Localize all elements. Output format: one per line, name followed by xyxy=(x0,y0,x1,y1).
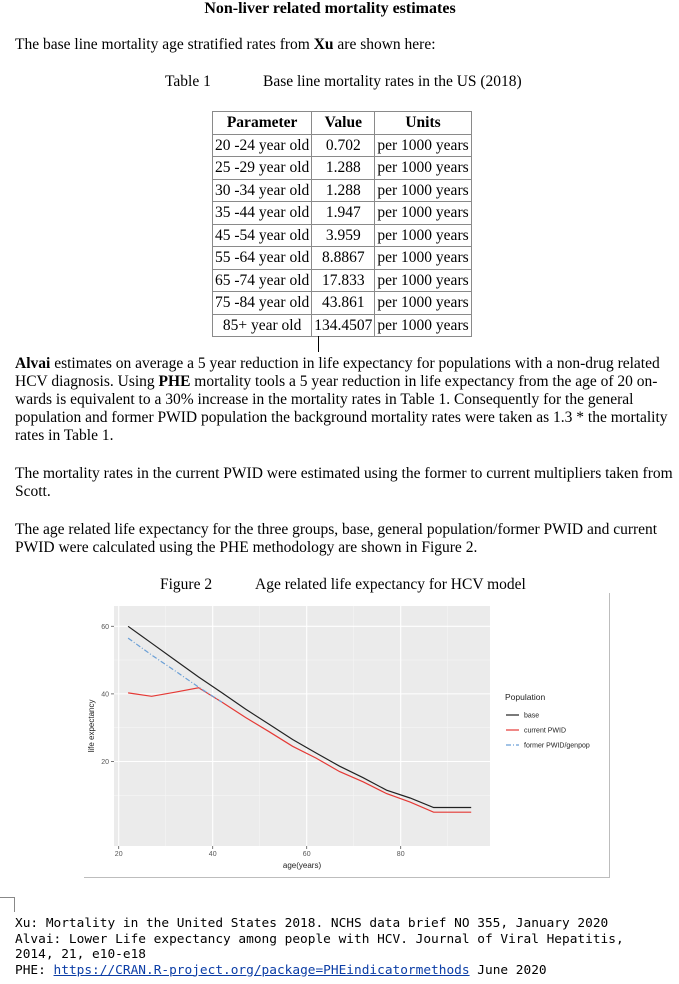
mortality-table-wrapper: Parameter Value Units 20 -24 year old 0.7… xyxy=(211,111,472,337)
cell-units: per 1000 years xyxy=(374,223,472,247)
figure-caption-text: Age related life expectancy for HCV mode… xyxy=(255,576,526,593)
table-header-row: Parameter Value Units xyxy=(211,111,472,135)
cell-value: 0.702 xyxy=(311,133,376,157)
x-tick-label: 20 xyxy=(115,851,123,858)
cell-value: 8.8867 xyxy=(311,246,376,270)
y-tick-label: 20 xyxy=(101,759,109,766)
series-line-current-pwid xyxy=(128,687,472,813)
ref-phe: PHE: https://CRAN.R-project.org/package=… xyxy=(15,962,547,978)
phe-link[interactable]: https://CRAN.R-project.org/package=PHEin… xyxy=(53,962,470,978)
x-tick-label: 80 xyxy=(397,851,405,858)
cell-units: per 1000 years xyxy=(374,313,472,337)
references: Xu: Mortality in the United States 2018.… xyxy=(15,916,624,978)
figure-frame xyxy=(84,593,610,878)
text-cursor xyxy=(318,336,319,352)
cell-parameter: 35 -44 year old xyxy=(211,201,313,225)
series-line-former-pwid-genpop xyxy=(127,637,223,703)
x-tick-label: 60 xyxy=(303,851,311,858)
cell-value: 43.861 xyxy=(311,291,376,315)
table-row: 25 -29 year old 1.288 per 1000 years xyxy=(211,156,472,180)
header-units: Units xyxy=(374,111,472,135)
scott-paragraph: The mortality rates in the current PWID … xyxy=(15,465,673,500)
plot-panel xyxy=(114,606,490,846)
legend-label: base xyxy=(524,713,539,720)
cell-units: per 1000 years xyxy=(374,156,472,180)
table-caption-label: Table 1 xyxy=(165,73,211,90)
table-row: 85+ year old 134.4507 per 1000 years xyxy=(211,313,472,337)
cell-parameter: 85+ year old xyxy=(211,313,313,337)
table-row: 20 -24 year old 0.702 per 1000 years xyxy=(211,133,472,157)
cell-units: per 1000 years xyxy=(374,291,472,315)
legend-title: Population xyxy=(505,692,545,702)
legend-label: current PWID xyxy=(524,728,566,735)
ref-xu: Xu: Mortality in the United States 2018.… xyxy=(15,916,609,931)
table-row: 45 -54 year old 3.959 per 1000 years xyxy=(211,223,472,247)
cell-value: 1.288 xyxy=(311,156,376,180)
footnote-corner-mark xyxy=(0,897,15,912)
cell-parameter: 65 -74 year old xyxy=(211,268,313,292)
series-line-base xyxy=(127,625,472,809)
cell-units: per 1000 years xyxy=(374,201,472,225)
table-row: 30 -34 year old 1.288 per 1000 years xyxy=(211,178,472,202)
cell-units: per 1000 years xyxy=(374,133,472,157)
table-caption-text: Base line mortality rates in the US (201… xyxy=(263,73,522,90)
cell-parameter: 30 -34 year old xyxy=(211,178,313,202)
cell-value: 3.959 xyxy=(311,223,376,247)
table-row: 65 -74 year old 17.833 per 1000 years xyxy=(211,268,472,292)
figure-caption-label: Figure 2 xyxy=(160,576,213,593)
table-row: 35 -44 year old 1.947 per 1000 years xyxy=(211,201,472,225)
mortality-table: Parameter Value Units 20 -24 year old 0.7… xyxy=(211,111,472,337)
figure-intro-paragraph: The age related life expectancy for the … xyxy=(15,521,658,556)
header-value: Value xyxy=(311,111,376,135)
page-title: Non-liver related mortality estimates xyxy=(204,0,456,17)
life-expectancy-chart: 20 40 60 80 20 40 60 age(years) life expectancy P… xyxy=(87,606,590,870)
cell-parameter: 75 -84 year old xyxy=(211,291,313,315)
cell-parameter: 20 -24 year old xyxy=(211,133,313,157)
x-axis-label: age(years) xyxy=(283,861,322,870)
cell-parameter: 25 -29 year old xyxy=(211,156,313,180)
ref-alvai: Alvai: Lower Life expectancy among peopl… xyxy=(15,931,624,947)
x-tick-label: 40 xyxy=(209,851,217,858)
header-parameter: Parameter xyxy=(211,111,313,135)
cell-value: 17.833 xyxy=(311,268,376,292)
legend-label: former PWID/genpop xyxy=(524,743,590,750)
cell-parameter: 45 -54 year old xyxy=(211,223,313,247)
intro-paragraph: The base line mortality age stratified r… xyxy=(15,36,436,53)
xu-reference: Xu xyxy=(313,36,334,53)
cell-value: 1.947 xyxy=(311,201,376,225)
cell-value: 134.4507 xyxy=(311,313,376,337)
cell-units: per 1000 years xyxy=(374,178,472,202)
cell-units: per 1000 years xyxy=(374,268,472,292)
y-axis-label: life expectancy xyxy=(87,700,96,753)
y-tick-label: 40 xyxy=(101,691,109,698)
y-tick-label: 60 xyxy=(101,624,109,631)
alvai-paragraph: Alvai estimates on average a 5 year redu… xyxy=(15,355,668,444)
ref-alvai-cont: 2014, 21, e10-e18 xyxy=(15,947,146,962)
cell-parameter: 55 -64 year old xyxy=(211,246,313,270)
table-row: 55 -64 year old 8.8867 per 1000 years xyxy=(211,246,472,270)
cell-value: 1.288 xyxy=(311,178,376,202)
cell-units: per 1000 years xyxy=(374,246,472,270)
table-row: 75 -84 year old 43.861 per 1000 years xyxy=(211,291,472,315)
